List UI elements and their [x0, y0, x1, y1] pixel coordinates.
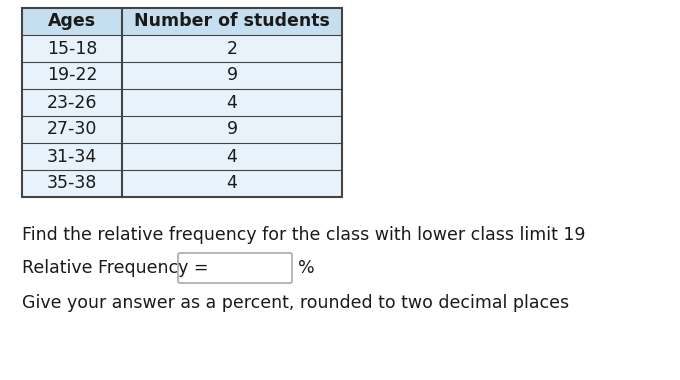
Bar [22, 116, 122, 143]
Text: Find the relative frequency for the class with lower class limit 19: Find the relative frequency for the clas… [22, 226, 585, 244]
Bar [22, 8, 342, 197]
Bar [22, 62, 122, 89]
Text: 4: 4 [226, 93, 237, 111]
Bar [122, 35, 342, 62]
Text: Ages: Ages [48, 13, 96, 30]
Text: 2: 2 [226, 40, 237, 57]
Bar [22, 170, 122, 197]
Bar [122, 116, 342, 143]
Bar [22, 8, 122, 35]
Text: Number of students: Number of students [134, 13, 330, 30]
Text: 27-30: 27-30 [47, 120, 97, 138]
Bar [122, 8, 342, 35]
Bar [22, 89, 122, 116]
Text: 9: 9 [226, 120, 237, 138]
Text: 4: 4 [226, 147, 237, 166]
Text: Relative Frequency =: Relative Frequency = [22, 259, 214, 277]
Text: %: % [298, 259, 315, 277]
Text: Give your answer as a percent, rounded to two decimal places: Give your answer as a percent, rounded t… [22, 294, 569, 312]
Bar [22, 35, 122, 62]
Bar [122, 143, 342, 170]
Text: 4: 4 [226, 174, 237, 193]
Bar [122, 62, 342, 89]
Text: 35-38: 35-38 [47, 174, 97, 193]
Text: 15-18: 15-18 [47, 40, 97, 57]
Text: 23-26: 23-26 [47, 93, 97, 111]
Bar [122, 170, 342, 197]
FancyBboxPatch shape [178, 253, 292, 283]
Text: 19-22: 19-22 [47, 66, 97, 84]
Bar [22, 143, 122, 170]
Bar [122, 89, 342, 116]
Text: 31-34: 31-34 [47, 147, 97, 166]
Text: 9: 9 [226, 66, 237, 84]
